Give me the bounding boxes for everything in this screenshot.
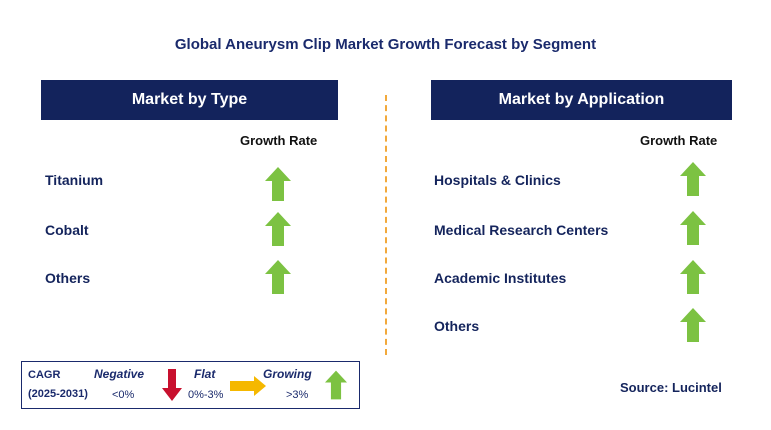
application-item-others: Others xyxy=(434,318,480,334)
legend-box: CAGR (2025-2031) Negative <0% Flat 0%-3%… xyxy=(21,361,360,409)
legend-cagr: CAGR xyxy=(28,369,61,381)
growing-arrow-icon xyxy=(680,211,706,245)
type-growth-rate-label: Growth Rate xyxy=(240,133,318,148)
source-note: Source: Lucintel xyxy=(620,380,722,395)
legend-negative-label: Negative xyxy=(94,367,145,381)
type-item-others: Others xyxy=(45,270,91,286)
legend-flat-label: Flat xyxy=(194,367,216,381)
type-header: Market by Type xyxy=(41,80,338,120)
growing-arrow-icon xyxy=(325,370,347,400)
negative-arrow-icon xyxy=(162,369,182,401)
legend-growing-label: Growing xyxy=(263,367,312,381)
application-item-research-centers: Medical Research Centers xyxy=(434,222,609,238)
legend-period: (2025-2031) xyxy=(28,388,88,400)
application-item-hospitals: Hospitals & Clinics xyxy=(434,172,561,188)
growing-arrow-icon xyxy=(680,162,706,196)
growing-arrow-icon xyxy=(680,260,706,294)
type-item-cobalt: Cobalt xyxy=(45,222,89,238)
panel-divider xyxy=(385,95,387,355)
flat-arrow-icon xyxy=(230,376,266,396)
legend-negative-range: <0% xyxy=(112,389,135,401)
legend-growing-range: >3% xyxy=(286,389,309,401)
growing-arrow-icon xyxy=(265,167,291,201)
application-item-academic: Academic Institutes xyxy=(434,270,567,286)
application-growth-rate-label: Growth Rate xyxy=(640,133,718,148)
growing-arrow-icon xyxy=(265,212,291,246)
growing-arrow-icon xyxy=(265,260,291,294)
growing-arrow-icon xyxy=(680,308,706,342)
type-item-titanium: Titanium xyxy=(45,172,104,188)
legend-flat-range: 0%-3% xyxy=(188,389,224,401)
application-header: Market by Application xyxy=(431,80,732,120)
chart-title: Global Aneurysm Clip Market Growth Forec… xyxy=(174,36,597,53)
